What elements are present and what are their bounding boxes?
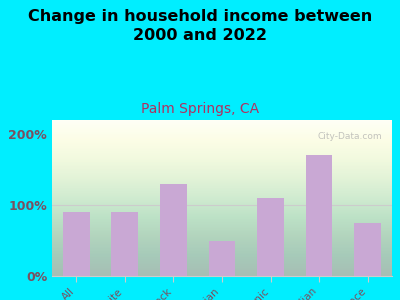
Bar <box>112 212 138 276</box>
Bar <box>306 155 332 276</box>
Bar <box>209 241 235 276</box>
Bar <box>354 223 381 276</box>
Bar <box>63 212 90 276</box>
Bar <box>257 198 284 276</box>
Text: Change in household income between
2000 and 2022: Change in household income between 2000 … <box>28 9 372 43</box>
Text: Palm Springs, CA: Palm Springs, CA <box>141 102 259 116</box>
Text: City-Data.com: City-Data.com <box>317 133 382 142</box>
Bar <box>160 184 187 276</box>
